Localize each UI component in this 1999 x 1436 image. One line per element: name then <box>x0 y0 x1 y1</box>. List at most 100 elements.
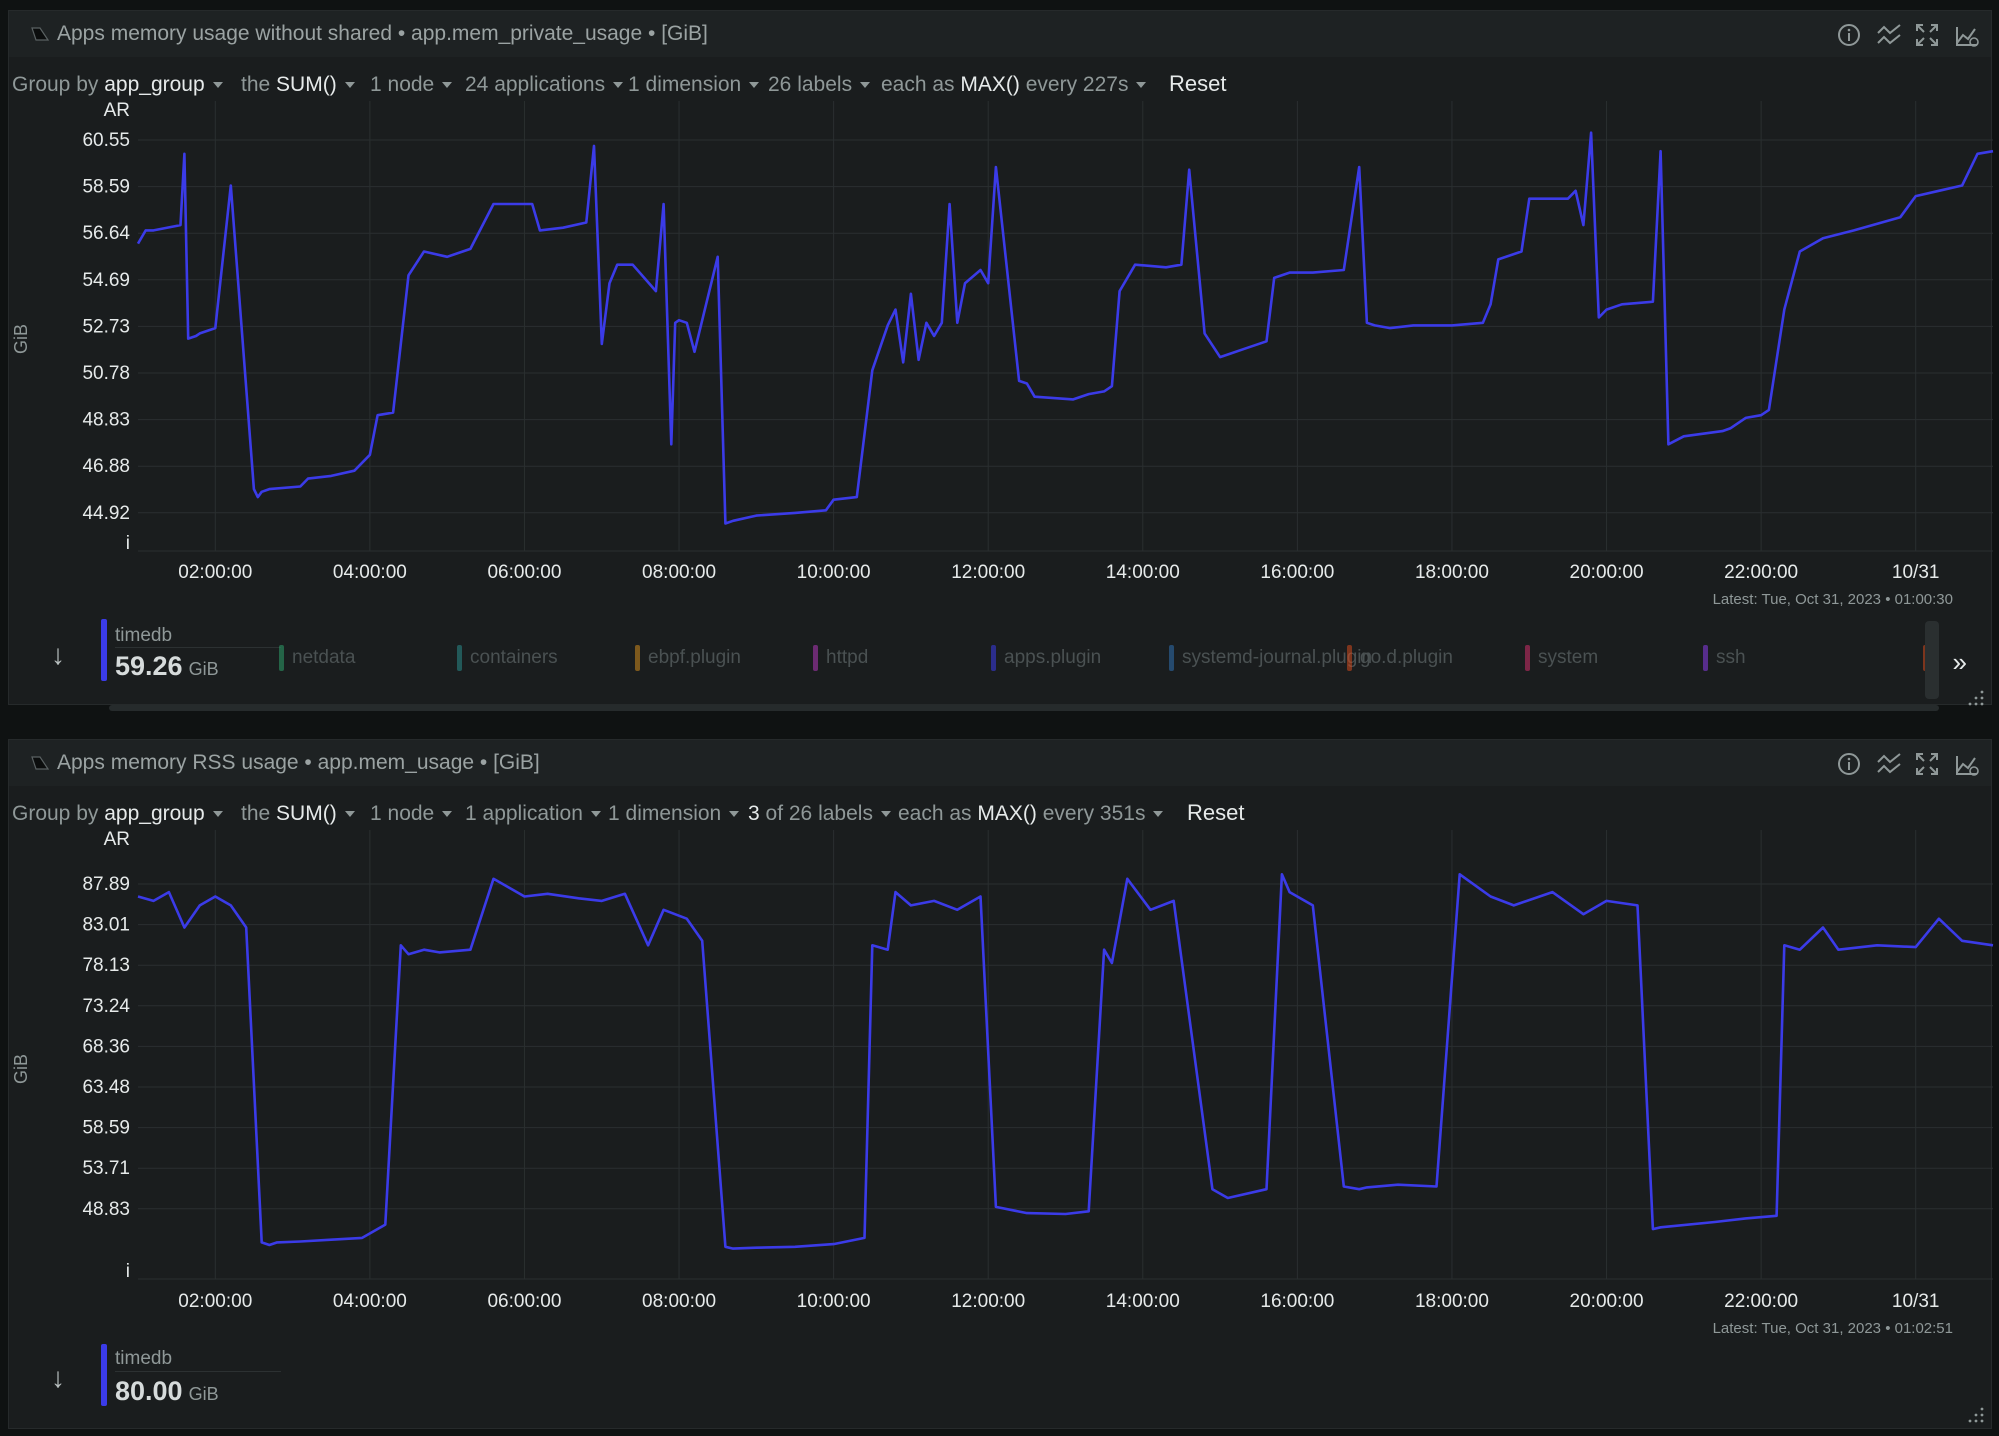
nodes-dropdown[interactable]: 1 node <box>370 73 453 97</box>
dimensions-dropdown[interactable]: 1 dimension <box>628 73 760 97</box>
time-aggregation-dropdown[interactable]: each as MAX() every 227s <box>881 73 1147 97</box>
x-tick-label: 16:00:00 <box>1260 1291 1334 1312</box>
y-tick-label: 53.71 <box>82 1158 130 1179</box>
legend-item[interactable]: systemd-journal.plugin <box>1169 645 1372 671</box>
chart-type-icon <box>31 756 49 770</box>
x-tick-label: 04:00:00 <box>333 1291 407 1312</box>
legend: ↓ timedb 59.26 GiB netdata containers ebpf.… <box>9 611 1991 711</box>
legend-swatch <box>457 645 462 671</box>
x-tick-label: 14:00:00 <box>1106 562 1180 583</box>
x-tick-label: 18:00:00 <box>1415 562 1489 583</box>
legend-item-label: ebpf.plugin <box>648 647 741 669</box>
x-tick-label: 12:00:00 <box>951 562 1025 583</box>
aggregation-dropdown[interactable]: the SUM() <box>241 73 355 97</box>
selected-series-value: 80.00 GiB <box>115 1376 219 1406</box>
y-tick-label: 48.83 <box>82 1199 130 1220</box>
legend-item[interactable]: netdata <box>279 645 355 671</box>
resize-handle-icon[interactable] <box>1967 689 1985 707</box>
line-chart[interactable]: 60.55 58.59 56.64 54.69 52.73 50.78 48.83 46.88… <box>9 11 1994 611</box>
panel-title: Apps memory RSS usage • app.mem_usage • … <box>57 751 540 774</box>
chart-type-switch-icon[interactable] <box>1875 750 1903 778</box>
group-by-dropdown[interactable]: Group by app_group <box>12 73 223 97</box>
fullscreen-icon[interactable] <box>1913 21 1941 49</box>
chart-panel-private-usage: Apps memory usage without shared • app.m… <box>8 10 1994 711</box>
chevron-down-icon <box>613 82 624 89</box>
legend-item-label: systemd-journal.plugin <box>1182 647 1373 669</box>
legend-swatch <box>1703 645 1708 671</box>
y-axis-label: GiB <box>11 1054 31 1084</box>
legend-item[interactable]: go.d.plugin <box>1347 645 1453 671</box>
legend-item-label: apps.plugin <box>1004 647 1102 669</box>
x-tick-label: 22:00:00 <box>1724 1291 1798 1312</box>
arrow-down-icon[interactable]: ↓ <box>51 639 65 670</box>
labels-dropdown[interactable]: 3 of 26 labels <box>748 802 891 826</box>
legend-swatch <box>1169 645 1174 671</box>
y-tick-label: 87.89 <box>82 874 130 895</box>
dimensions-dropdown[interactable]: 1 dimension <box>608 802 740 826</box>
x-tick-label: 06:00:00 <box>487 1291 561 1312</box>
chevron-down-icon <box>729 811 740 818</box>
arrow-down-icon[interactable]: ↓ <box>51 1362 65 1393</box>
chevron-down-icon <box>590 811 601 818</box>
legend-scrollbar[interactable] <box>1925 621 1939 699</box>
legend-item[interactable]: httpd <box>813 645 868 671</box>
chevron-down-icon <box>442 82 453 89</box>
y-tick-label: 44.92 <box>82 503 130 524</box>
y-tick-label: 46.88 <box>82 456 130 477</box>
info-icon[interactable] <box>1835 21 1863 49</box>
add-to-dashboard-icon[interactable] <box>1953 21 1981 49</box>
group-by-dropdown[interactable]: Group by app_group <box>12 802 223 826</box>
chevron-down-icon <box>860 82 871 89</box>
x-tick-label: 22:00:00 <box>1724 562 1798 583</box>
legend-horizontal-scrollbar[interactable] <box>109 705 1939 711</box>
legend-item[interactable]: ssh <box>1703 645 1746 671</box>
legend-item[interactable]: containers <box>457 645 558 671</box>
legend-swatch <box>1525 645 1530 671</box>
reset-button[interactable]: Reset <box>1169 71 1227 96</box>
x-tick-label: 14:00:00 <box>1106 1291 1180 1312</box>
fullscreen-icon[interactable] <box>1913 750 1941 778</box>
y-tick-label: 63.48 <box>82 1077 130 1098</box>
info-icon[interactable] <box>1835 750 1863 778</box>
legend-more-button[interactable]: » <box>1952 647 1967 677</box>
panel-titlebar: Apps memory usage without shared • app.m… <box>9 11 1991 57</box>
y-tick-label: 56.64 <box>82 223 130 244</box>
chart-type-icon <box>31 27 49 41</box>
reset-button[interactable]: Reset <box>1187 800 1245 825</box>
x-tick-label: 08:00:00 <box>642 1291 716 1312</box>
x-tick-label: 10:00:00 <box>797 562 871 583</box>
legend-item[interactable]: system <box>1525 645 1598 671</box>
chevron-down-icon <box>212 811 223 818</box>
labels-dropdown[interactable]: 26 labels <box>768 73 871 97</box>
time-aggregation-dropdown[interactable]: each as MAX() every 351s <box>898 802 1164 826</box>
selected-series-value: 59.26 GiB <box>115 651 219 681</box>
chart-panel-rss-usage: Apps memory RSS usage • app.mem_usage • … <box>8 739 1994 1429</box>
x-tick-label: 10/31 <box>1892 562 1940 583</box>
selected-series-name: timedb <box>115 625 173 646</box>
legend-item[interactable]: apps.plugin <box>991 645 1101 671</box>
filter-bar: Group by app_group the SUM() 1 node 24 a… <box>9 61 1991 101</box>
y-tick-label: 54.69 <box>82 270 130 291</box>
add-to-dashboard-icon[interactable] <box>1953 750 1981 778</box>
legend-item[interactable]: ebpf.plugin <box>635 645 741 671</box>
info-marker: i <box>126 533 130 554</box>
chart-type-switch-icon[interactable] <box>1875 21 1903 49</box>
legend-item-label: system <box>1538 647 1599 669</box>
x-tick-label: 10/31 <box>1892 1291 1940 1312</box>
resize-handle-icon[interactable] <box>1967 1406 1985 1424</box>
y-tick-label: 83.01 <box>82 915 130 936</box>
latest-timestamp: Latest: Tue, Oct 31, 2023 • 01:00:30 <box>1712 591 1953 608</box>
x-tick-label: 02:00:00 <box>178 562 252 583</box>
series-color-swatch <box>101 619 107 681</box>
applications-dropdown[interactable]: 1 application <box>465 802 601 826</box>
legend-swatch <box>635 645 640 671</box>
chevron-down-icon <box>1136 82 1147 89</box>
chevron-down-icon <box>344 811 355 818</box>
legend-item-label: netdata <box>292 647 356 669</box>
nodes-dropdown[interactable]: 1 node <box>370 802 453 826</box>
series-line <box>136 131 1994 525</box>
legend-swatch <box>991 645 996 671</box>
applications-dropdown[interactable]: 24 applications <box>465 73 624 97</box>
line-chart[interactable]: 87.89 83.01 78.13 73.24 68.36 63.48 58.59 53.71… <box>9 740 1994 1340</box>
aggregation-dropdown[interactable]: the SUM() <box>241 802 355 826</box>
